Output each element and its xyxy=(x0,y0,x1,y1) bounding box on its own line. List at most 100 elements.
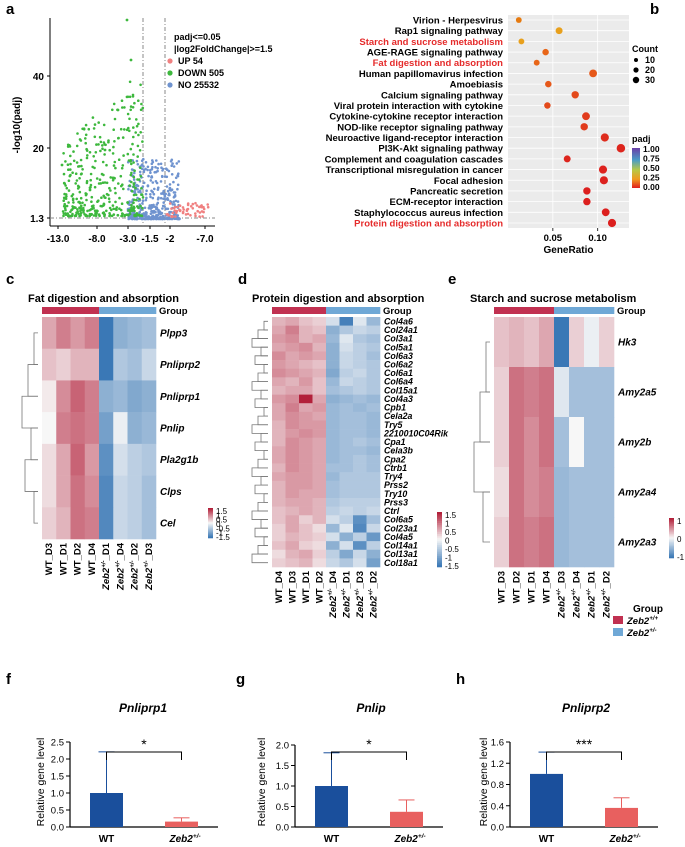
bar-y-tick-label: 0.5 xyxy=(51,806,64,817)
bar xyxy=(165,821,198,827)
volcano-point-down xyxy=(134,186,137,190)
heatmap-scale-cell xyxy=(208,508,213,510)
volcano-point-down xyxy=(129,105,133,108)
kegg-size-legend-label: 20 xyxy=(645,65,655,75)
volcano-threshold-text: padj<=0.05 xyxy=(174,32,221,42)
heatmap-cell xyxy=(312,472,327,482)
volcano-point-down xyxy=(137,133,140,137)
volcano-point-no xyxy=(133,217,136,221)
bar-x-label: Zeb2+/- xyxy=(394,833,426,845)
heatmap-row-label: Amy2a3 xyxy=(617,538,657,549)
volcano-point-down xyxy=(129,58,133,62)
volcano-point-down xyxy=(141,106,145,110)
heatmap-scale-cell xyxy=(669,538,674,540)
kegg-dot xyxy=(545,80,552,88)
kegg-dot xyxy=(542,48,549,56)
group-legend-swatch xyxy=(613,628,623,636)
heatmap-cell xyxy=(326,463,340,473)
heatmap-dendrogram-branch xyxy=(254,527,268,538)
volcano-x-tick-label: -2 xyxy=(166,234,175,245)
heatmap-scale-cell xyxy=(669,531,674,533)
heatmap-col-label-sup: +/- xyxy=(556,588,563,595)
volcano-point-down xyxy=(110,208,113,212)
heatmap-col-label-sup: +/- xyxy=(571,588,578,595)
volcano-point-down xyxy=(85,149,89,152)
volcano-point-down xyxy=(79,139,83,142)
volcano-legend-label: DOWN 505 xyxy=(178,68,224,78)
heatmap-cell xyxy=(312,429,327,438)
heatmap-cell xyxy=(272,472,286,482)
volcano-point-no xyxy=(144,198,148,202)
heatmap-dendrogram-branch xyxy=(251,424,268,434)
volcano-point-up xyxy=(191,207,195,210)
volcano-point-no xyxy=(172,200,176,203)
volcano-point-down xyxy=(141,140,144,143)
volcano-point-down xyxy=(116,108,120,112)
heatmap-cell xyxy=(326,394,340,404)
heatmap-dendrogram-branch xyxy=(485,341,490,393)
volcano-point-down xyxy=(111,204,115,207)
heatmap-col-label-tail: _D1 xyxy=(341,570,352,589)
volcano-point-down xyxy=(121,136,125,139)
volcano-point-up xyxy=(198,211,202,214)
panel-letter-b: b xyxy=(650,1,659,18)
volcano-point-no xyxy=(160,192,163,195)
volcano-point-no xyxy=(172,180,175,184)
heatmap-cell xyxy=(285,403,300,413)
heatmap-cell xyxy=(312,377,327,387)
heatmap-group-cell xyxy=(599,307,615,314)
heatmap-row-label: Cpb1 xyxy=(384,403,406,413)
heatmap-col-label-base: Zeb2 xyxy=(101,567,112,591)
heatmap-cell xyxy=(285,325,300,335)
heatmap-cell xyxy=(312,558,327,568)
volcano-point-no xyxy=(146,215,149,219)
bar-y-tick-label: 0.0 xyxy=(491,823,504,834)
heatmap-cell xyxy=(326,506,340,516)
heatmap-cell xyxy=(539,517,555,568)
volcano-point-down xyxy=(64,208,67,212)
heatmap-cell xyxy=(366,334,381,344)
heatmap-cell xyxy=(326,411,340,421)
volcano-point-down xyxy=(75,161,79,164)
volcano-point-down xyxy=(126,152,130,156)
heatmap-cell xyxy=(312,515,327,525)
volcano-point-down xyxy=(119,208,123,212)
volcano-point-down xyxy=(140,187,143,190)
volcano-point-down xyxy=(81,168,84,171)
heatmap-cell xyxy=(366,368,381,378)
volcano-point-down xyxy=(73,206,76,209)
heatmap-row-label: Col4a6 xyxy=(384,316,413,326)
volcano-point-down xyxy=(102,194,105,198)
heatmap-cell xyxy=(584,517,600,568)
heatmap-cell xyxy=(272,523,286,533)
bar-y-tick-label: 0.8 xyxy=(491,780,504,791)
volcano-point-down xyxy=(63,202,66,206)
heatmap-cell xyxy=(366,317,381,326)
volcano-point-down xyxy=(112,145,115,149)
kegg-dot xyxy=(601,208,610,217)
volcano-point-no xyxy=(157,162,160,166)
volcano-point-down xyxy=(104,196,107,199)
heatmap-scale-cell xyxy=(669,556,674,559)
heatmap-cell xyxy=(127,507,143,540)
volcano-point-no xyxy=(173,193,177,197)
heatmap-col-label-sup: +/- xyxy=(115,560,122,567)
heatmap-scale-cell xyxy=(437,563,442,566)
volcano-point-down xyxy=(100,196,103,199)
volcano-point-up xyxy=(167,214,171,217)
heatmap-cell xyxy=(353,394,367,404)
volcano-point-no xyxy=(164,198,167,201)
volcano-point-down xyxy=(120,202,124,205)
heatmap-cell xyxy=(326,489,340,499)
kegg-x-tick-label: 0.05 xyxy=(544,233,563,244)
volcano-point-no xyxy=(173,191,177,194)
volcano-point-down xyxy=(95,177,99,180)
heatmap-scale-label: 1 xyxy=(445,520,450,529)
heatmap-e: Starch and sucrose metabolismGroupHk3Amy… xyxy=(470,293,685,619)
heatmap-scale-cell xyxy=(208,513,213,515)
volcano-point-up xyxy=(165,213,169,216)
heatmap-cell xyxy=(326,420,340,430)
volcano-point-no xyxy=(145,189,148,192)
heatmap-scale-cell xyxy=(669,520,674,523)
volcano-point-down xyxy=(65,186,69,190)
